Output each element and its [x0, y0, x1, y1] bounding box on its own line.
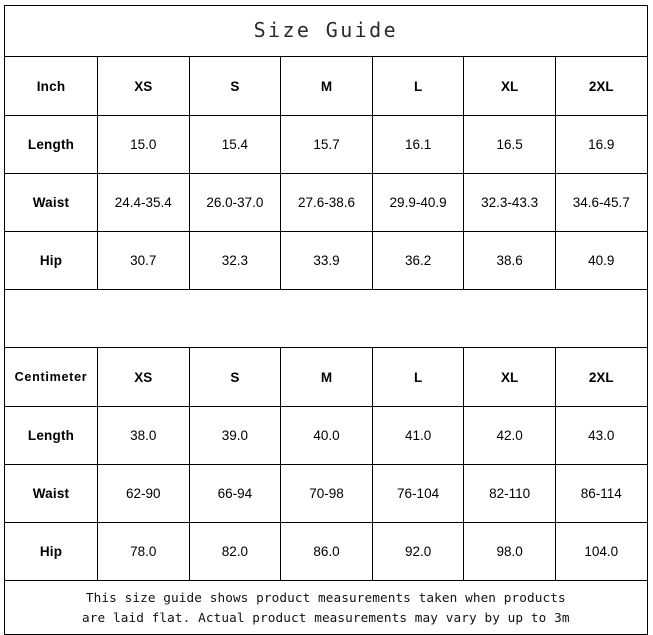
- cell-waist-inch-s: 26.0-37.0: [188, 173, 282, 232]
- footnote-row: This size guide shows product measuremen…: [4, 580, 648, 635]
- cell-hip-cm-l: 92.0: [371, 522, 465, 581]
- cell-length-inch-2xl: 16.9: [554, 115, 648, 174]
- column-header-xs: XS: [97, 56, 190, 116]
- column-header-l: L: [371, 56, 465, 116]
- header-row-centimeter: Centimeter XS S M L XL 2XL: [4, 347, 648, 407]
- spacer-cell: [4, 289, 648, 348]
- table-row: Hip 78.0 82.0 86.0 92.0 98.0 104.0: [4, 522, 648, 581]
- cell-hip-cm-xs: 78.0: [97, 522, 190, 581]
- cell-length-cm-m: 40.0: [280, 406, 373, 465]
- cell-hip-inch-xl: 38.6: [463, 231, 556, 290]
- cell-hip-cm-s: 82.0: [188, 522, 282, 581]
- column-header-cm-l: L: [371, 347, 465, 407]
- column-header-s: S: [188, 56, 282, 116]
- cell-hip-inch-2xl: 40.9: [554, 231, 648, 290]
- table-row: Hip 30.7 32.3 33.9 36.2 38.6 40.9: [4, 231, 648, 290]
- cell-length-inch-s: 15.4: [188, 115, 282, 174]
- table-row: Waist 62-90 66-94 70-98 76-104 82-110 86…: [4, 464, 648, 523]
- footnote-text: This size guide shows product measuremen…: [82, 589, 570, 625]
- cell-waist-inch-xl: 32.3-43.3: [463, 173, 556, 232]
- row-label-waist-cm: Waist: [4, 464, 98, 523]
- column-header-xl: XL: [463, 56, 556, 116]
- cell-length-cm-l: 41.0: [371, 406, 465, 465]
- title-row: Size Guide: [4, 5, 648, 57]
- cell-hip-cm-2xl: 104.0: [554, 522, 648, 581]
- cell-length-cm-2xl: 43.0: [554, 406, 648, 465]
- spacer-row: [4, 289, 648, 348]
- unit-header-centimeter: Centimeter: [4, 347, 98, 407]
- column-header-cm-2xl: 2XL: [554, 347, 648, 407]
- cell-waist-inch-xs: 24.4-35.4: [97, 173, 190, 232]
- cell-waist-cm-m: 70-98: [280, 464, 373, 523]
- cell-hip-inch-xs: 30.7: [97, 231, 190, 290]
- table-row: Length 38.0 39.0 40.0 41.0 42.0 43.0: [4, 406, 648, 465]
- cell-hip-cm-m: 86.0: [280, 522, 373, 581]
- cell-waist-inch-2xl: 34.6-45.7: [554, 173, 648, 232]
- unit-header-inch: Inch: [4, 56, 98, 116]
- column-header-cm-s: S: [188, 347, 282, 407]
- page-title: Size Guide: [253, 18, 399, 42]
- cell-length-inch-xs: 15.0: [97, 115, 190, 174]
- column-header-cm-xl: XL: [463, 347, 556, 407]
- cell-waist-cm-s: 66-94: [188, 464, 282, 523]
- cell-waist-cm-l: 76-104: [371, 464, 465, 523]
- column-header-cm-xs: XS: [97, 347, 190, 407]
- cell-hip-cm-xl: 98.0: [463, 522, 556, 581]
- size-guide-table: Size Guide Inch XS S M L XL 2XL Length 1…: [4, 5, 648, 635]
- cell-length-inch-xl: 16.5: [463, 115, 556, 174]
- cell-length-cm-s: 39.0: [188, 406, 282, 465]
- footnote-cell: This size guide shows product measuremen…: [4, 580, 648, 635]
- cell-hip-inch-s: 32.3: [188, 231, 282, 290]
- column-header-cm-m: M: [280, 347, 373, 407]
- cell-waist-inch-m: 27.6-38.6: [280, 173, 373, 232]
- row-label-length-inch: Length: [4, 115, 98, 174]
- header-row-inch: Inch XS S M L XL 2XL: [4, 56, 648, 116]
- table-row: Waist 24.4-35.4 26.0-37.0 27.6-38.6 29.9…: [4, 173, 648, 232]
- cell-waist-inch-l: 29.9-40.9: [371, 173, 465, 232]
- cell-waist-cm-xl: 82-110: [463, 464, 556, 523]
- title-cell: Size Guide: [4, 5, 648, 57]
- size-guide-panel: Size Guide Inch XS S M L XL 2XL Length 1…: [4, 5, 648, 635]
- row-label-waist-inch: Waist: [4, 173, 98, 232]
- cell-hip-inch-m: 33.9: [280, 231, 373, 290]
- row-label-length-cm: Length: [4, 406, 98, 465]
- row-label-hip-inch: Hip: [4, 231, 98, 290]
- cell-length-inch-l: 16.1: [371, 115, 465, 174]
- table-row: Length 15.0 15.4 15.7 16.1 16.5 16.9: [4, 115, 648, 174]
- column-header-2xl: 2XL: [554, 56, 648, 116]
- row-label-hip-cm: Hip: [4, 522, 98, 581]
- cell-length-cm-xs: 38.0: [97, 406, 190, 465]
- column-header-m: M: [280, 56, 373, 116]
- cell-waist-cm-2xl: 86-114: [554, 464, 648, 523]
- cell-length-cm-xl: 42.0: [463, 406, 556, 465]
- cell-hip-inch-l: 36.2: [371, 231, 465, 290]
- cell-waist-cm-xs: 62-90: [97, 464, 190, 523]
- cell-length-inch-m: 15.7: [280, 115, 373, 174]
